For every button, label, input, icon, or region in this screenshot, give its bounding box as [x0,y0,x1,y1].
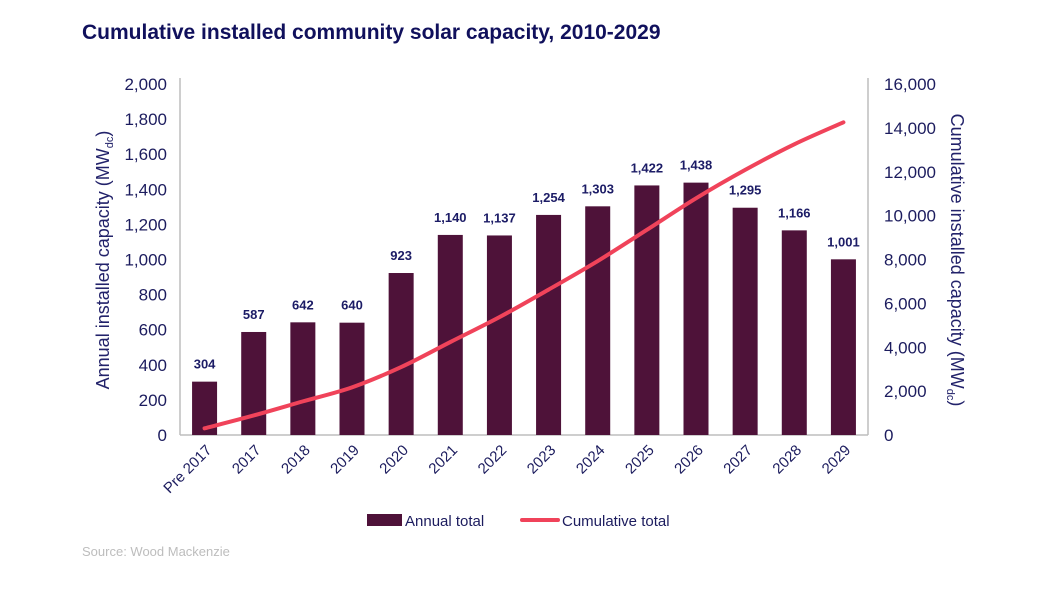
right-axis-ticks: 0 2,000 4,000 6,000 8,000 10,000 12,000 14,000 1… [884,75,936,445]
left-tick-label: 1,800 [124,110,167,129]
x-tick-label: 2024 [573,442,609,478]
left-tick-label: 2,000 [124,75,167,94]
x-tick-label: 2025 [622,442,658,478]
bar-data-label: 1,438 [680,158,713,173]
x-axis-ticks: Pre 2017 2017 2018 2019 2020 2021 2022 2023 2024… [160,442,854,497]
x-tick-label: 2028 [769,442,805,478]
line-series-cumulative-total [202,120,846,431]
source-note: Source: Wood Mackenzie [82,544,230,559]
left-axis-title-sub: dc [104,136,116,148]
bar-data-label: 587 [243,307,265,322]
right-tick-label: 2,000 [884,382,927,401]
bar-data-label: 640 [341,298,363,313]
left-tick-label: 1,000 [124,251,167,270]
bar [683,182,709,435]
bar [388,273,414,435]
right-axis-title-main: Cumulative installed capacity (MW [947,114,967,389]
right-tick-label: 6,000 [884,294,927,313]
bar [781,230,807,435]
right-tick-label: 8,000 [884,251,927,270]
bar [290,322,316,435]
left-tick-label: 0 [158,426,167,445]
legend-label-cumulative-total: Cumulative total [562,513,670,530]
bar [634,185,660,435]
x-tick-label: Pre 2017 [160,442,215,497]
right-axis-title: Cumulative installed capacity (MWdc) [944,114,967,407]
bar-data-label: 1,140 [434,210,467,225]
x-tick-label: 2020 [376,442,412,478]
plot-frame [179,78,869,436]
right-tick-label: 4,000 [884,338,927,357]
bar-data-label: 1,303 [581,181,614,196]
right-axis-title-end: ) [947,400,967,406]
bar-data-label: 1,422 [631,160,664,175]
legend-swatch-annual-total [367,514,402,526]
chart-title: Cumulative installed community solar cap… [82,21,661,44]
bar [830,259,856,435]
left-tick-label: 1,600 [124,145,167,164]
x-tick-label: 2018 [278,442,314,478]
left-tick-label: 1,200 [124,215,167,234]
bar-data-labels: 304 587 642 640 923 1,140 1,137 1,254 1,303 1,422… [194,158,860,372]
bar-series-annual-total [192,182,856,435]
left-axis-title: Annual installed capacity (MWdc) [93,131,116,390]
bar [437,234,463,435]
x-tick-label: 2026 [671,442,707,478]
left-tick-label: 600 [139,321,167,340]
bar [486,235,512,435]
x-tick-label: 2017 [229,442,265,478]
left-tick-label: 800 [139,286,167,305]
cumulative-line [202,120,846,431]
right-tick-label: 12,000 [884,163,936,182]
left-tick-label: 1,400 [124,180,167,199]
bar-data-label: 1,166 [778,205,811,220]
legend-swatch-cumulative-total [520,518,560,522]
left-axis-title-main: Annual installed capacity (MW [93,148,113,389]
right-tick-label: 16,000 [884,75,936,94]
right-tick-label: 0 [884,426,893,445]
legend-label-annual-total: Annual total [405,513,484,530]
bar [339,322,365,435]
right-tick-label: 10,000 [884,207,936,226]
bar [536,214,562,435]
left-axis-ticks: 0 200 400 600 800 1,000 1,200 1,400 1,600 1,800 2,… [124,75,167,445]
legend: Annual total Cumulative total [367,513,670,530]
bar-data-label: 923 [390,248,412,263]
bar-data-label: 1,001 [827,234,860,249]
x-tick-label: 2023 [524,442,560,478]
bar-data-label: 1,254 [532,190,565,205]
bar [732,207,758,435]
svg-text:Annual installed capacity (MWd: Annual installed capacity (MWdc) [93,131,116,390]
bar-data-label: 642 [292,297,314,312]
bar [585,206,611,435]
x-tick-label: 2021 [425,442,461,478]
left-axis-title-end: ) [93,131,113,137]
x-tick-label: 2027 [720,442,756,478]
bar-data-label: 304 [194,357,216,372]
bar-data-label: 1,295 [729,183,762,198]
bar-data-label: 1,137 [483,210,516,225]
x-tick-label: 2019 [327,442,363,478]
right-tick-label: 14,000 [884,119,936,138]
x-tick-label: 2029 [819,442,855,478]
left-tick-label: 200 [139,391,167,410]
x-tick-label: 2022 [475,442,511,478]
right-axis-title-sub: dc [944,389,956,401]
svg-text:Cumulative installed capacity: Cumulative installed capacity (MWdc) [944,114,967,407]
left-tick-label: 400 [139,356,167,375]
